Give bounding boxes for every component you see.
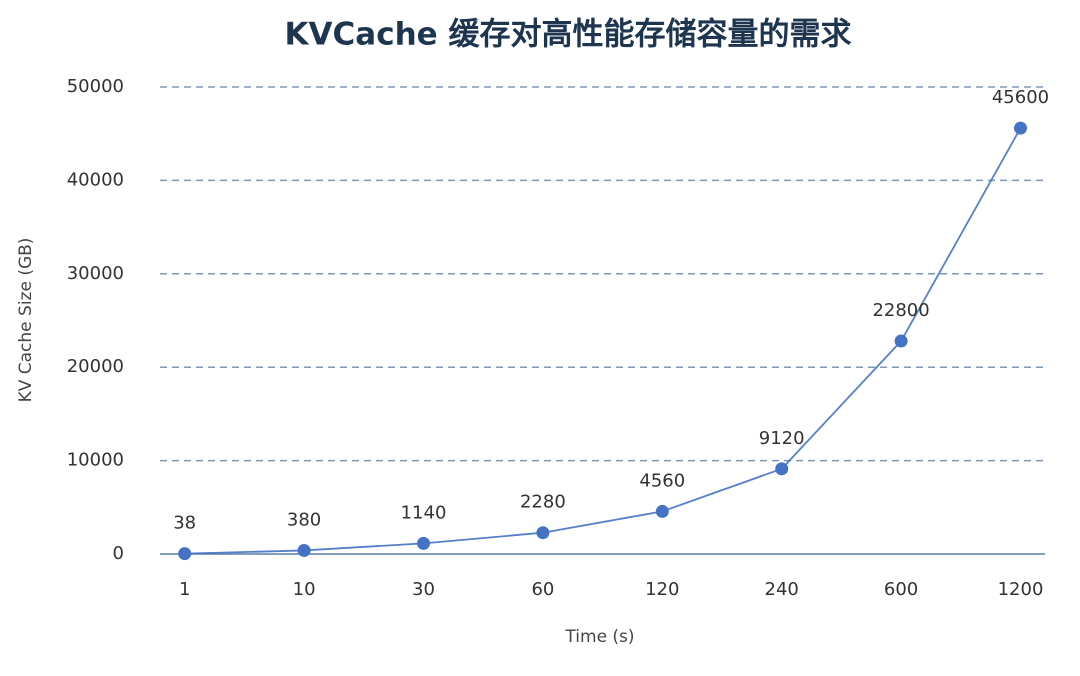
x-tick-label: 600: [884, 579, 918, 600]
data-point: [1014, 121, 1027, 135]
x-tick-label: 120: [645, 579, 679, 600]
x-tick-label: 240: [765, 579, 799, 600]
y-tick-label: 40000: [67, 169, 124, 190]
series-line: [184, 127, 1022, 555]
data-point: [536, 526, 550, 540]
x-axis-title: Time (s): [564, 627, 634, 647]
y-tick-label: 10000: [67, 450, 124, 471]
y-axis-title: KV Cache Size (GB): [16, 238, 36, 403]
data-label: 380: [287, 509, 321, 530]
data-label: 1140: [401, 502, 447, 523]
y-tick-label: 50000: [67, 76, 124, 97]
chart-title: KVCache 缓存对高性能存储容量的需求: [285, 17, 852, 53]
data-label: 9120: [759, 428, 805, 449]
x-tick-label: 1200: [998, 579, 1044, 600]
data-point: [178, 547, 192, 561]
data-point: [417, 536, 430, 550]
data-label: 38: [173, 513, 196, 534]
data-point: [894, 334, 908, 348]
y-tick-label: 0: [113, 543, 124, 564]
data-label: 2280: [520, 492, 566, 513]
data-label: 45600: [992, 87, 1049, 108]
x-tick-label: 60: [531, 579, 554, 600]
data-point: [655, 504, 669, 518]
data-point: [775, 462, 789, 476]
x-tick-label: 30: [412, 579, 435, 600]
x-tick-label: 1: [179, 579, 190, 600]
data-label: 4560: [639, 470, 685, 491]
data-label: 22800: [872, 300, 929, 321]
y-tick-label: 30000: [67, 263, 124, 284]
y-tick-label: 20000: [67, 356, 124, 377]
x-tick-label: 10: [293, 579, 316, 600]
data-point: [297, 543, 311, 557]
